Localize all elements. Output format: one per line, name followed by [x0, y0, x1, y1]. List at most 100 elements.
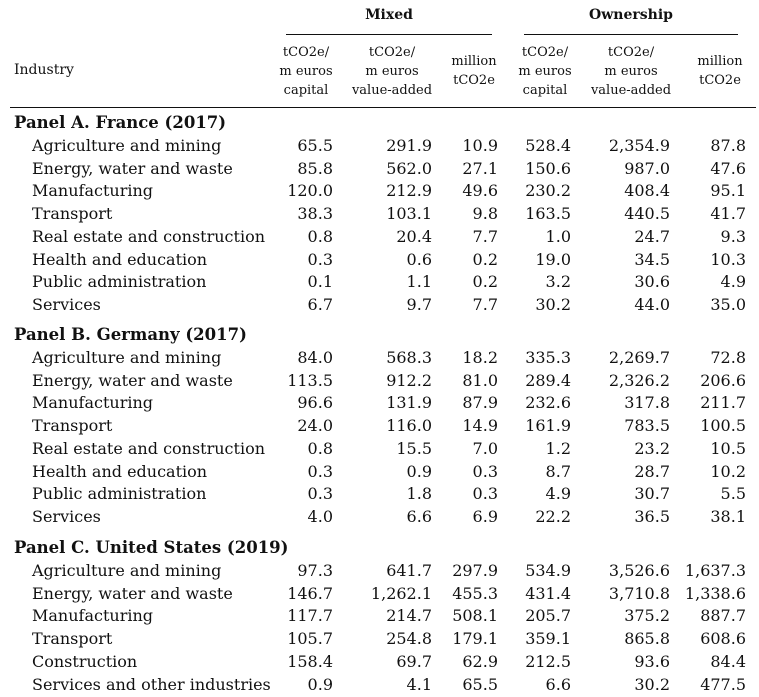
table-cell: 508.1 — [452, 606, 498, 626]
table-cell: 317.8 — [624, 393, 670, 413]
column-header-line: tCO2e/ — [282, 45, 330, 60]
row-industry-label: Health and education — [32, 461, 208, 481]
table-cell: 887.7 — [700, 606, 746, 626]
table-cell: 0.6 — [406, 249, 432, 269]
table-cell: 205.7 — [525, 606, 571, 626]
row-industry-label: Construction — [32, 651, 138, 671]
table-cell: 44.0 — [634, 294, 670, 314]
table-cell: 24.0 — [297, 416, 333, 436]
table-cell: 96.6 — [297, 393, 333, 413]
column-header-line: million — [451, 54, 497, 69]
group-underline-mixed — [286, 34, 492, 35]
table-cell: 14.9 — [462, 416, 498, 436]
table-cell: 84.4 — [710, 651, 746, 671]
table-cell: 72.8 — [710, 348, 746, 367]
group-underline-ownership — [524, 34, 738, 35]
table-cell: 212.9 — [386, 181, 432, 201]
row-industry-label: Real estate and construction — [32, 438, 265, 458]
table-cell: 0.3 — [472, 484, 498, 504]
row-industry-label: Services — [32, 294, 101, 314]
column-header-5: tCO2e/m euros value-added — [581, 43, 681, 100]
table-cell: 19.0 — [535, 249, 571, 269]
column-header-1: tCO2e/m euros capital — [256, 43, 356, 100]
table-cell: 69.7 — [396, 651, 432, 671]
row-industry-label: Manufacturing — [32, 393, 153, 413]
table-cell: 528.4 — [525, 136, 571, 155]
table-cell: 62.9 — [462, 651, 498, 671]
table-cell: 6.6 — [406, 506, 432, 526]
row-industry-label: Services and other industries — [32, 674, 271, 694]
table-cell: 335.3 — [525, 348, 571, 367]
group-header-mixed: Mixed — [365, 7, 413, 23]
table-cell: 30.7 — [634, 484, 670, 504]
table-cell: 87.9 — [462, 393, 498, 413]
row-industry-label: Transport — [32, 629, 113, 649]
column-header-6: million tCO2e — [670, 52, 759, 90]
panel-title: Panel A. France (2017) — [14, 113, 227, 132]
column-header-2: tCO2e/m euros value-added — [342, 43, 442, 100]
table-cell: 0.3 — [307, 484, 333, 504]
table-cell: 30.6 — [634, 272, 670, 292]
table-cell: 6.6 — [545, 674, 571, 694]
row-industry-label: Public administration — [32, 484, 207, 504]
table-cell: 0.1 — [307, 272, 333, 292]
table-cell: 1.8 — [406, 484, 432, 504]
column-header-line: tCO2e/ — [368, 45, 416, 60]
table-cell: 7.7 — [472, 226, 498, 246]
table-cell: 18.2 — [462, 348, 498, 367]
table-cell: 6.7 — [307, 294, 333, 314]
table-cell: 84.0 — [297, 348, 333, 367]
column-header-line: capital — [283, 83, 329, 98]
table-cell: 534.9 — [525, 561, 571, 580]
table-cell: 158.4 — [287, 651, 333, 671]
column-header-line: tCO2e — [453, 73, 495, 88]
row-industry-label: Agriculture and mining — [32, 136, 222, 155]
table-cell: 641.7 — [386, 561, 432, 580]
table-cell: 10.5 — [710, 438, 746, 458]
table-cell: 0.8 — [307, 438, 333, 458]
table-cell: 81.0 — [462, 370, 498, 390]
table-cell: 8.7 — [545, 461, 571, 481]
table-cell: 477.5 — [700, 674, 746, 694]
table-cell: 97.3 — [297, 561, 333, 580]
table-cell: 431.4 — [525, 583, 571, 603]
table-cell: 34.5 — [634, 249, 670, 269]
table-cell: 10.9 — [462, 136, 498, 155]
row-industry-label: Manufacturing — [32, 606, 153, 626]
row-industry-label: Energy, water and waste — [32, 370, 233, 390]
table-cell: 146.7 — [287, 583, 333, 603]
table-cell: 912.2 — [386, 370, 432, 390]
table-cell: 0.3 — [307, 249, 333, 269]
column-header-line: m euros — [518, 64, 572, 79]
table-cell: 30.2 — [535, 294, 571, 314]
column-header-line: million — [697, 54, 743, 69]
table-cell: 117.7 — [287, 606, 333, 626]
table-cell: 105.7 — [287, 629, 333, 649]
table-cell: 1,338.6 — [684, 583, 746, 603]
table-cell: 408.4 — [624, 181, 670, 201]
column-header-line: m euros — [604, 64, 658, 79]
table-cell: 0.8 — [307, 226, 333, 246]
table-cell: 2,269.7 — [608, 348, 670, 367]
table-cell: 0.2 — [472, 249, 498, 269]
column-header-line: tCO2e/ — [521, 45, 569, 60]
table-cell: 608.6 — [700, 629, 746, 649]
row-industry-label: Manufacturing — [32, 181, 153, 201]
table-cell: 161.9 — [525, 416, 571, 436]
row-industry-label: Transport — [32, 204, 113, 224]
table-cell: 0.3 — [307, 461, 333, 481]
table-cell: 38.3 — [297, 204, 333, 224]
column-header-3: million tCO2e — [424, 52, 524, 90]
table-cell: 1.2 — [545, 438, 571, 458]
table-cell: 9.7 — [406, 294, 432, 314]
table-cell: 232.6 — [525, 393, 571, 413]
table-cell: 9.3 — [720, 226, 746, 246]
table-cell: 23.2 — [634, 438, 670, 458]
table-cell: 230.2 — [525, 181, 571, 201]
table-cell: 291.9 — [386, 136, 432, 155]
column-header-line: tCO2e — [699, 73, 741, 88]
table-cell: 987.0 — [624, 158, 670, 178]
table-cell: 179.1 — [452, 629, 498, 649]
table-cell: 24.7 — [634, 226, 670, 246]
